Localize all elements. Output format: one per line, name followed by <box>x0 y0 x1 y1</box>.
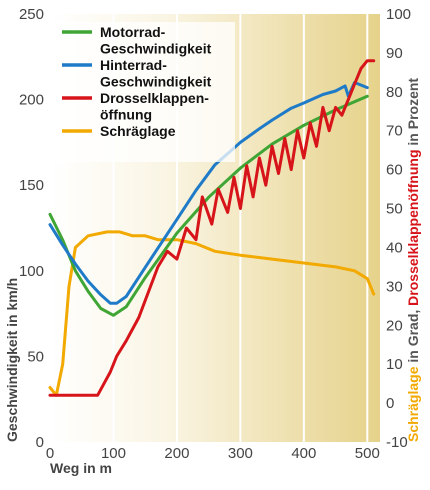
legend-label-2: Drosselklappen- <box>100 90 209 106</box>
y-tick-left: 0 <box>36 434 44 451</box>
y-tick-right: 40 <box>386 239 403 256</box>
legend: Motorrad-GeschwindigkeitHinterrad-Geschw… <box>55 22 235 162</box>
y-tick-left: 150 <box>19 177 44 194</box>
y-tick-left: 200 <box>19 92 44 109</box>
x-axis-title: Weg in m <box>50 460 112 476</box>
series-line-0 <box>48 94 369 317</box>
legend-label-0: Motorrad- <box>100 24 166 40</box>
legend-label-2: öffnung <box>100 107 152 123</box>
y-tick-left: 250 <box>19 6 44 23</box>
y-tick-right: 0 <box>386 395 394 412</box>
y-tick-right: 20 <box>386 317 403 334</box>
y-axis-title-left: Geschwindigkeit in km/h <box>4 278 20 442</box>
y-axis-title-right-part: in Prozent <box>405 78 421 150</box>
y-tick-right: 50 <box>386 201 403 218</box>
legend-label-3: Schräglage <box>100 123 176 139</box>
y-tick-right: 80 <box>386 84 403 101</box>
y-tick-right: 100 <box>386 6 411 23</box>
legend-box <box>55 22 235 162</box>
x-tick: 400 <box>291 445 316 462</box>
y-axis-title-right-part: Schräglage <box>405 366 421 442</box>
y-tick-left: 100 <box>19 263 44 280</box>
series-line-2 <box>48 59 376 397</box>
x-tick: 500 <box>355 445 380 462</box>
series-line-1 <box>48 81 369 305</box>
y-tick-right: 60 <box>386 162 403 179</box>
y-tick-right: 30 <box>386 278 403 295</box>
y-tick-right: 90 <box>386 45 403 62</box>
series-line-3 <box>48 230 376 397</box>
y-axis-title-right: Schräglage in Grad, Drosselklappenöffnun… <box>405 78 421 442</box>
y-tick-left: 50 <box>27 348 44 365</box>
legend-label-1: Hinterrad- <box>100 57 167 73</box>
y-axis-title-right-part: Drosselklappenöffnung <box>405 149 421 305</box>
series-layer <box>48 59 376 397</box>
legend-label-1: Geschwindigkeit <box>100 74 212 90</box>
y-axis-title-right-part: in Grad, <box>405 306 421 367</box>
x-tick: 0 <box>46 445 54 462</box>
tick-layer: 0 50 100 150 200 250 -10 0 10 20 30 40 50 60 70 80 90 100… <box>19 6 411 462</box>
legend-label-0: Geschwindigkeit <box>100 41 212 57</box>
x-tick: 200 <box>164 445 189 462</box>
x-tick: 100 <box>101 445 126 462</box>
y-tick-right: 70 <box>386 123 403 140</box>
y-tick-right: -10 <box>386 434 408 451</box>
x-tick: 300 <box>228 445 253 462</box>
y-tick-right: 10 <box>386 356 403 373</box>
